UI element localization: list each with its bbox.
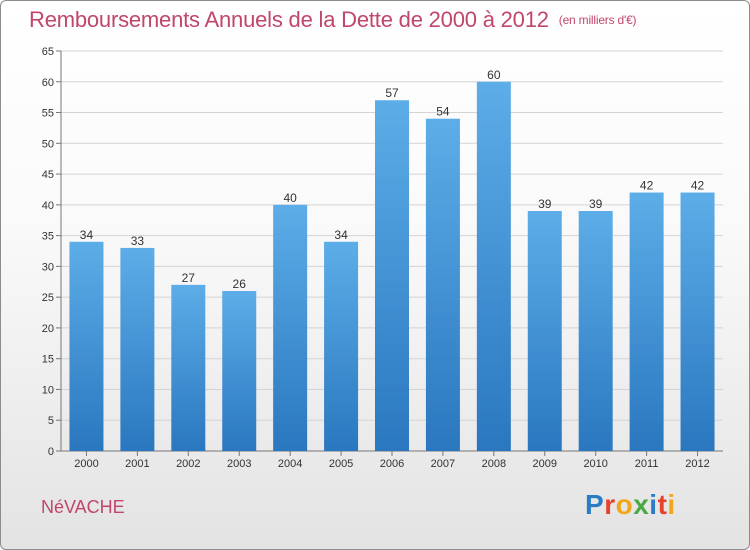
labels: 0 5 10 15 20 25 30 35 40 45 50 55 60 65 34 2000 33 2001 27… <box>42 46 710 470</box>
logo-letter: i <box>667 489 676 520</box>
x-tick-label-2010: 2010 <box>583 458 607 470</box>
bar-2009 <box>527 211 562 451</box>
bar-2003 <box>222 291 257 451</box>
data-label-2012: 42 <box>691 179 705 193</box>
data-label-2001: 33 <box>131 234 145 248</box>
x-tick-label-2009: 2009 <box>533 458 557 470</box>
data-label-2010: 39 <box>589 197 603 211</box>
x-tick-label-2001: 2001 <box>125 458 149 470</box>
x-tick-label-2008: 2008 <box>482 458 506 470</box>
x-tick-label-2012: 2012 <box>685 458 709 470</box>
y-tick-label: 45 <box>42 169 54 181</box>
logo-letter: i <box>649 489 658 520</box>
bar-2006 <box>375 100 409 451</box>
y-tick-label: 60 <box>42 77 54 89</box>
data-label-2011: 42 <box>640 179 654 193</box>
data-label-2002: 27 <box>182 271 196 285</box>
logo-letter: r <box>604 489 616 520</box>
x-tick-label-2005: 2005 <box>329 458 353 470</box>
bar-2012 <box>680 192 715 452</box>
bar-2004 <box>273 204 308 451</box>
bar-2002 <box>171 284 206 451</box>
y-tick-label: 20 <box>42 323 54 335</box>
logo-letter: P <box>585 489 605 520</box>
bar-2007 <box>425 118 460 451</box>
unit-note: (en milliers d'€) <box>558 13 637 27</box>
bar-2008 <box>476 81 511 452</box>
data-label-2008: 60 <box>487 68 501 82</box>
data-label-2003: 26 <box>233 277 247 291</box>
logo-letter: t <box>657 489 668 520</box>
x-tick-label-2006: 2006 <box>380 458 404 470</box>
data-label-2005: 34 <box>334 228 348 242</box>
y-tick-label: 35 <box>42 231 54 243</box>
y-tick-label: 25 <box>42 292 54 304</box>
chart-title-text: Remboursements Annuels de la Dette de 20… <box>29 7 549 32</box>
chart-title: Remboursements Annuels de la Dette de 20… <box>29 7 637 33</box>
y-tick-label: 0 <box>48 446 54 458</box>
y-tick-label: 30 <box>42 261 54 273</box>
y-tick-label: 10 <box>42 384 54 396</box>
commune-name: NéVACHE <box>41 497 125 517</box>
bar-2010 <box>578 211 613 451</box>
bar-2005 <box>324 241 359 451</box>
x-tick-label-2003: 2003 <box>227 458 251 470</box>
data-label-2009: 39 <box>538 197 552 211</box>
bar-2001 <box>120 247 155 451</box>
data-label-2004: 40 <box>283 191 297 205</box>
proxiti-logo[interactable]: Proxiti <box>585 489 676 521</box>
x-tick-label-2000: 2000 <box>74 458 98 470</box>
bar-2000 <box>69 241 104 451</box>
logo-letter: o <box>615 489 634 520</box>
y-tick-label: 65 <box>42 46 54 58</box>
bar-2011 <box>629 192 664 452</box>
data-label-2007: 54 <box>436 105 450 119</box>
y-tick-label: 50 <box>42 138 54 150</box>
data-label-2000: 34 <box>80 228 94 242</box>
x-tick-label-2002: 2002 <box>176 458 200 470</box>
y-tick-label: 55 <box>42 108 54 120</box>
x-tick-label-2011: 2011 <box>635 458 659 470</box>
y-tick-label: 15 <box>42 354 54 366</box>
bars <box>69 81 715 452</box>
x-tick-label-2004: 2004 <box>278 458 302 470</box>
y-tick-label: 5 <box>48 415 54 427</box>
y-tick-label: 40 <box>42 200 54 212</box>
data-label-2006: 57 <box>385 86 399 100</box>
logo-letter: x <box>633 489 650 520</box>
x-tick-label-2007: 2007 <box>431 458 455 470</box>
